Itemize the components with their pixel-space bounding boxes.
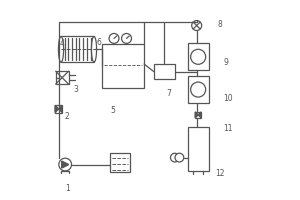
Circle shape (191, 49, 206, 64)
Text: 6: 6 (96, 38, 101, 47)
Circle shape (192, 21, 202, 30)
Ellipse shape (92, 36, 97, 62)
Circle shape (191, 82, 206, 97)
Text: 11: 11 (224, 124, 233, 133)
Circle shape (175, 153, 184, 162)
Polygon shape (55, 105, 58, 113)
Text: 3: 3 (74, 85, 78, 94)
Bar (154, 64, 175, 79)
Bar (188, 76, 208, 103)
Text: 10: 10 (224, 94, 233, 103)
Circle shape (122, 33, 131, 43)
Text: 9: 9 (224, 58, 228, 67)
Circle shape (109, 33, 119, 43)
Text: 4: 4 (60, 39, 64, 48)
Bar (188, 127, 208, 171)
Text: 8: 8 (218, 20, 222, 29)
Bar (56, 71, 69, 84)
Text: 7: 7 (166, 89, 171, 98)
Bar (188, 43, 208, 70)
Bar (195, 112, 201, 118)
Bar (102, 44, 144, 88)
Text: 5: 5 (110, 106, 115, 115)
Bar (55, 105, 62, 113)
Ellipse shape (58, 36, 64, 62)
Bar (110, 153, 130, 172)
Circle shape (59, 158, 71, 171)
Polygon shape (198, 112, 201, 118)
Text: 1: 1 (66, 184, 70, 193)
Text: 2: 2 (65, 112, 70, 121)
Polygon shape (62, 161, 69, 168)
Polygon shape (195, 112, 198, 118)
Text: 12: 12 (215, 169, 225, 178)
Polygon shape (58, 105, 62, 113)
Circle shape (170, 153, 179, 162)
